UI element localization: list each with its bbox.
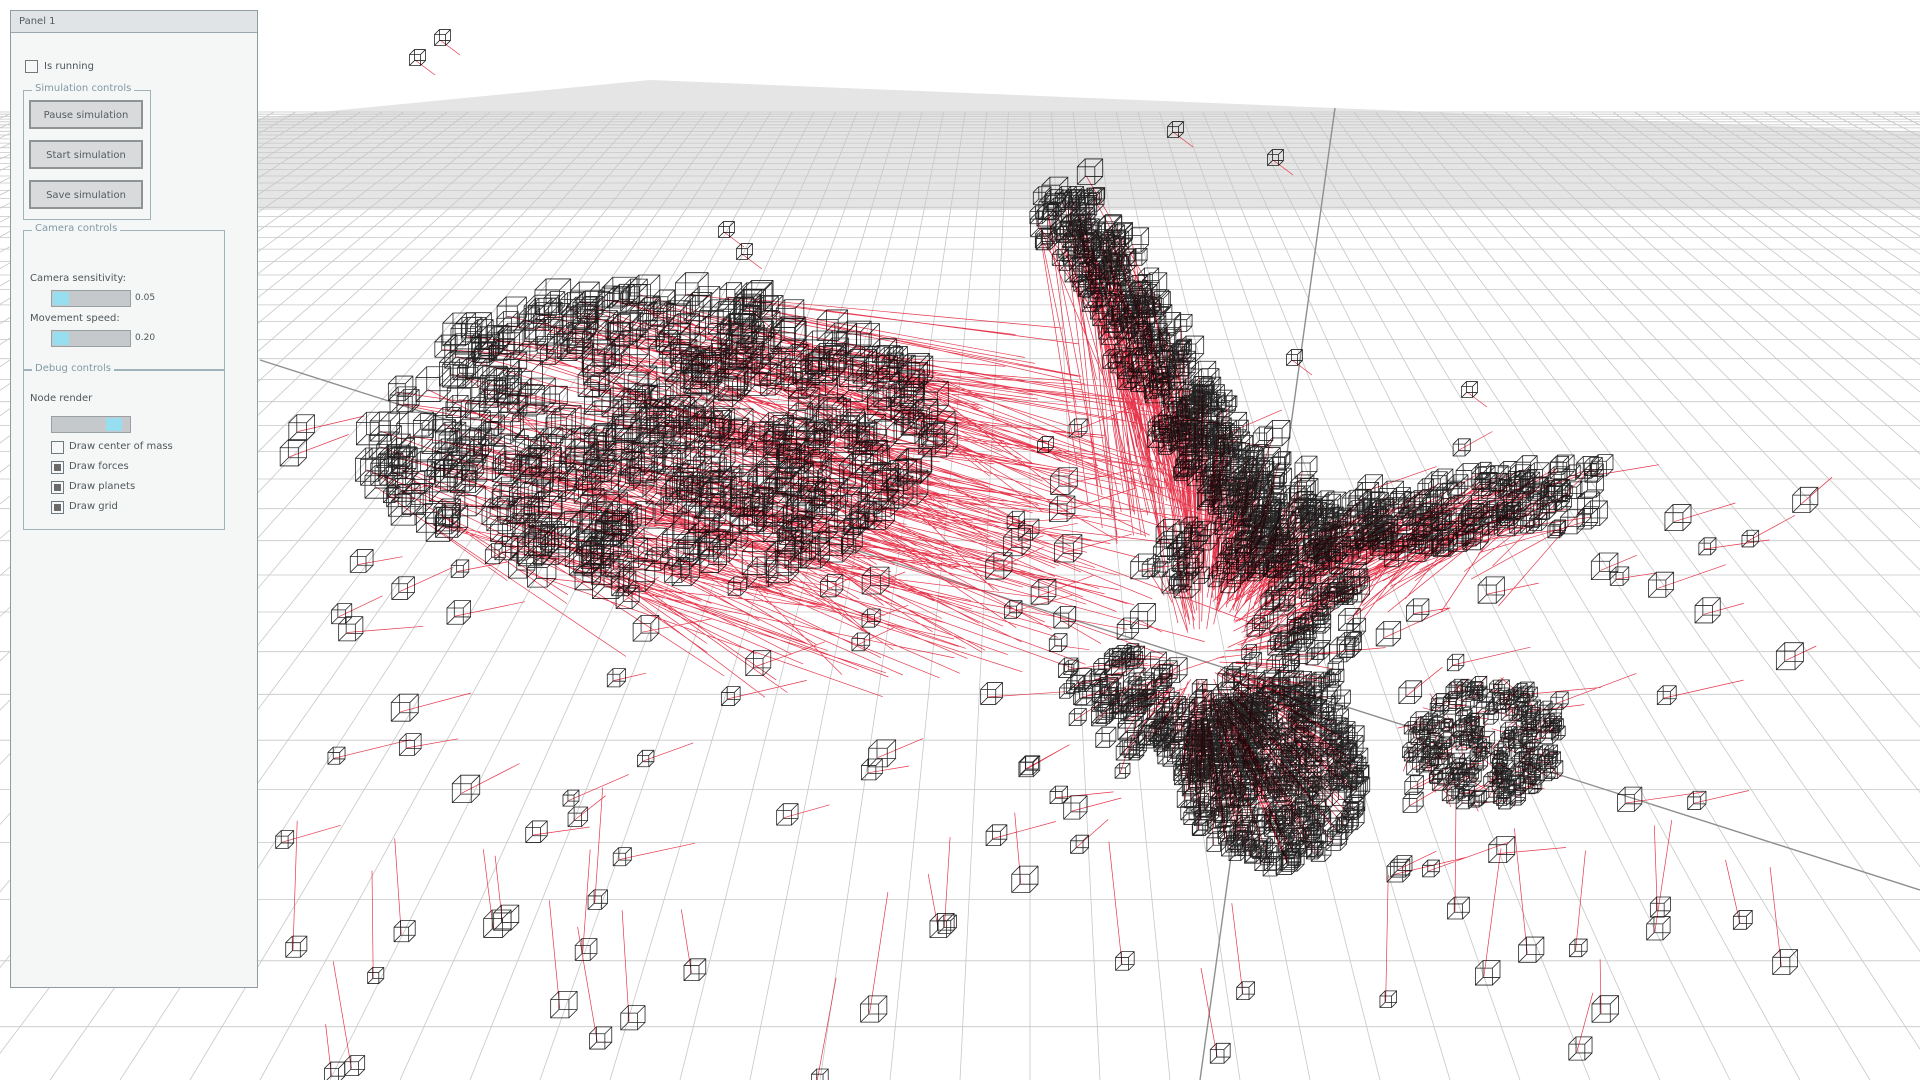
camera-controls-title: Camera controls	[32, 223, 121, 234]
draw-grid-label: Draw grid	[69, 501, 118, 512]
debug-controls-title: Debug controls	[32, 363, 114, 374]
simulation-controls-title: Simulation controls	[32, 83, 135, 94]
ground-grid	[0, 80, 1920, 1080]
pause-simulation-button[interactable]: Pause simulation	[29, 100, 143, 129]
movement-speed-label: Movement speed:	[30, 313, 120, 324]
camera-sensitivity-handle[interactable]	[53, 292, 69, 305]
draw-center-of-mass-checkbox[interactable]	[51, 441, 64, 454]
start-simulation-button[interactable]: Start simulation	[29, 140, 143, 169]
simulation-controls-group: Simulation controls Pause simulation Sta…	[23, 83, 151, 220]
movement-speed-handle[interactable]	[53, 332, 69, 345]
draw-planets-checkbox[interactable]	[51, 481, 64, 494]
panel-title[interactable]: Panel 1	[11, 11, 257, 33]
draw-center-of-mass-label: Draw center of mass	[69, 441, 173, 452]
camera-sensitivity-value: 0.05	[135, 293, 156, 303]
draw-forces-label: Draw forces	[69, 461, 129, 472]
camera-controls-group: Camera controls Camera sensitivity: 0.05…	[23, 223, 225, 370]
debug-controls-group: Debug controls Node render Draw center o…	[23, 363, 225, 530]
control-panel: Panel 1 Is running Simulation controls P…	[10, 10, 258, 988]
node-render-slider[interactable]	[51, 416, 131, 433]
node-render-handle[interactable]	[105, 418, 122, 431]
simulation-nodes	[275, 29, 1819, 1080]
draw-forces-checkbox[interactable]	[51, 461, 64, 474]
draw-grid-checkbox[interactable]	[51, 501, 64, 514]
is-running-label: Is running	[44, 61, 94, 72]
camera-sensitivity-label: Camera sensitivity:	[30, 273, 126, 284]
node-render-label: Node render	[30, 393, 93, 404]
camera-sensitivity-slider[interactable]	[51, 290, 131, 307]
movement-speed-slider[interactable]	[51, 330, 131, 347]
draw-planets-label: Draw planets	[69, 481, 136, 492]
movement-speed-value: 0.20	[135, 333, 156, 343]
is-running-checkbox[interactable]	[25, 60, 38, 73]
save-simulation-button[interactable]: Save simulation	[29, 180, 143, 209]
